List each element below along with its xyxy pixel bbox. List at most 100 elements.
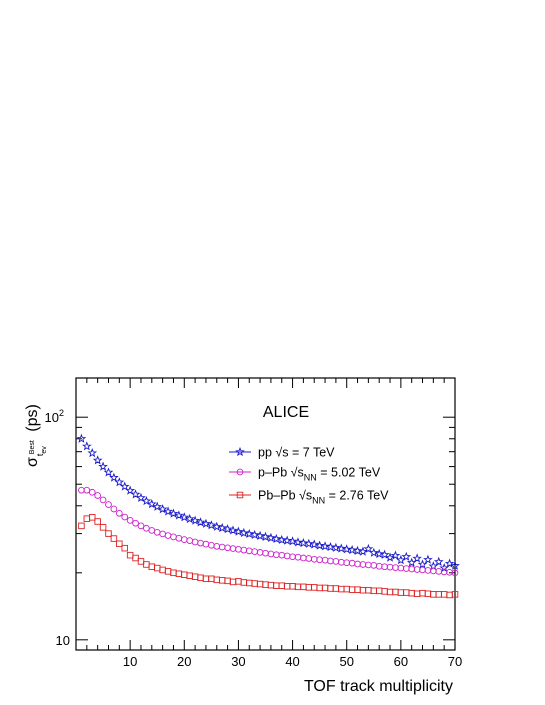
x-tick-label: 30 — [231, 654, 245, 669]
data-point — [249, 529, 260, 540]
data-point — [130, 489, 141, 499]
data-point — [114, 477, 125, 487]
legend-marker — [236, 468, 244, 476]
data-point — [316, 556, 323, 564]
data-point — [110, 535, 118, 542]
data-point — [276, 534, 287, 545]
data-point — [316, 584, 323, 592]
data-point — [327, 557, 334, 565]
data-point — [358, 546, 368, 556]
data-point — [228, 525, 238, 535]
data-point — [433, 556, 444, 566]
data-point — [419, 566, 426, 574]
data-point — [430, 591, 437, 598]
data-point — [174, 510, 184, 520]
data-point — [310, 555, 318, 563]
data-point — [401, 551, 412, 561]
data-point — [208, 575, 215, 583]
data-point — [381, 563, 388, 571]
data-point — [375, 562, 383, 570]
axis-ticks: 10 20 30 40 50 60 70 10 102 — [45, 378, 462, 669]
data-point — [359, 586, 367, 594]
data-point — [298, 537, 309, 548]
data-point — [386, 588, 394, 596]
data-point — [338, 585, 345, 593]
data-point — [444, 558, 455, 568]
data-point — [294, 553, 302, 561]
legend-marker — [235, 446, 245, 457]
data-point — [450, 560, 460, 570]
data-point — [170, 533, 177, 541]
x-axis-title: TOF track multiplicity — [304, 678, 453, 695]
data-point — [175, 570, 183, 578]
data-point — [137, 558, 145, 565]
data-point — [181, 571, 188, 579]
data-point — [305, 555, 313, 562]
data-point — [300, 554, 307, 562]
data-point — [352, 545, 363, 555]
data-point — [148, 563, 156, 570]
data-point — [191, 573, 199, 580]
data-point — [343, 559, 351, 567]
series-circle — [78, 486, 459, 577]
data-point — [406, 557, 417, 567]
data-point — [94, 492, 102, 499]
data-point — [440, 591, 448, 598]
data-point — [195, 517, 206, 527]
data-point — [403, 589, 410, 596]
data-point — [408, 589, 415, 597]
data-point — [126, 551, 134, 559]
data-point — [359, 561, 367, 568]
data-point — [186, 537, 194, 544]
data-point — [332, 558, 340, 565]
data-point — [213, 576, 221, 584]
data-point — [222, 524, 233, 534]
data-point — [132, 554, 139, 562]
data-point — [262, 549, 269, 557]
data-point — [390, 550, 401, 560]
data-point — [429, 567, 437, 575]
data-point — [132, 519, 139, 527]
data-point — [88, 488, 96, 496]
data-point — [392, 564, 399, 571]
data-point — [110, 505, 118, 513]
data-point — [397, 564, 405, 572]
data-point — [116, 540, 123, 548]
data-point — [211, 521, 222, 531]
data-point — [300, 583, 307, 591]
data-point — [363, 543, 374, 554]
data-point — [303, 538, 314, 548]
y-tick-label: 10 — [56, 633, 70, 648]
x-tick-label: 10 — [123, 654, 137, 669]
data-point — [267, 581, 275, 589]
data-point — [255, 530, 265, 540]
data-point — [88, 514, 96, 521]
data-point — [246, 579, 253, 587]
data-point — [78, 522, 85, 530]
data-point — [159, 530, 166, 538]
data-point — [282, 535, 292, 545]
data-point — [379, 549, 390, 559]
data-point — [419, 589, 426, 597]
data-point — [153, 564, 161, 572]
data-point — [385, 552, 395, 562]
data-point — [332, 585, 340, 592]
data-point — [202, 540, 210, 548]
data-point — [233, 526, 244, 536]
legend-label: p–Pb √sNN = 5.02 TeV — [258, 466, 381, 483]
data-point — [314, 540, 325, 550]
alice-header: ALICE — [263, 404, 309, 421]
x-tick-label: 40 — [285, 654, 299, 669]
x-tick-label: 50 — [339, 654, 353, 669]
data-point — [266, 532, 276, 542]
data-point — [412, 553, 422, 563]
legend-marker — [236, 491, 244, 499]
data-point — [354, 560, 361, 568]
data-series-layer — [76, 433, 460, 599]
data-point — [374, 548, 385, 559]
data-point — [99, 524, 107, 531]
data-point — [368, 547, 379, 557]
data-point — [278, 551, 286, 559]
data-point — [224, 577, 231, 585]
